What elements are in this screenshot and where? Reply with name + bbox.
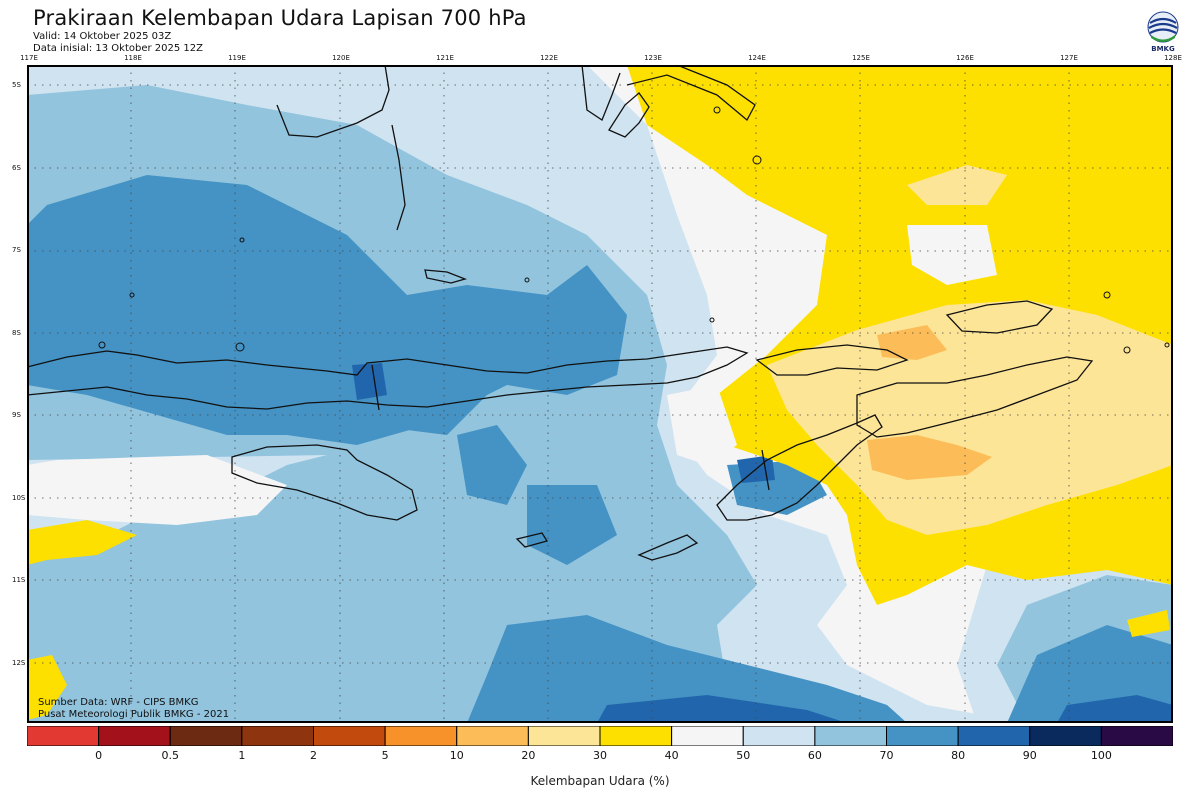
humidity-zone-80-90 [597,695,847,723]
humidity-zone-70-80-d [527,485,617,565]
colorbar-label: 90 [1022,749,1037,762]
coast-border-1 [371,364,380,411]
humidity-zone-30-40-sw [27,655,67,720]
colorbar-swatch [456,726,529,746]
latitude-tick: 8S [12,328,21,337]
coast-selayar [424,269,468,284]
longitude-tick: 118E [124,54,142,62]
publisher-credit: Pusat Meteorologi Publik BMKG - 2021 [38,709,230,720]
logo-label: BMKG [1151,45,1175,53]
humidity-zone-80-90-se [1057,695,1173,723]
humidity-zone-80-90-b [352,363,387,400]
colorbar-swatch [742,726,816,746]
colorbar-label: 0 [95,749,103,762]
colorbar-swatch [27,726,100,746]
humidity-zone-30-40-se [1127,610,1170,637]
longitude-tick: 124E [748,54,766,62]
coast-alor-wetar [856,356,1094,438]
humidity-zone-10-20-b [867,435,992,480]
coast-sulawesi-sw [276,65,390,138]
coast-babar [945,300,1054,334]
map-title: Prakiraan Kelembapan Udara Lapisan 700 h… [33,6,527,30]
longitude-tick: 121E [436,54,454,62]
colorbar-swatch [671,726,744,746]
humidity-zone-70-80-south [467,615,907,723]
init-time: Data inisial: 13 Oktober 2025 12Z [33,43,203,54]
colorbar-swatch [169,726,243,746]
colorbar-swatch [313,726,386,746]
latitude-tick: 11S [12,576,26,584]
bmkg-logo-icon [1147,11,1179,43]
humidity-zone-70-80 [27,175,627,445]
longitude-tick: 126E [956,54,974,62]
colorbar-swatch [957,726,1031,746]
colorbar-label: 30 [593,749,607,762]
longitude-tick: 117E [20,54,38,62]
latitude-tick: 5S [12,81,21,89]
coast-timor [716,414,883,521]
colorbar-label: 70 [879,749,894,762]
colorbar-swatch [886,726,959,746]
small-islands [98,106,1170,354]
coast-sulawesi-se [581,65,621,121]
colorbar-swatch [1100,726,1173,746]
colorbar-label: 0.5 [161,749,180,762]
colorbar-label: 100 [1090,749,1112,762]
longitude-tick: 128E [1164,54,1182,62]
colorbar-swatch [98,726,171,746]
longitude-tick: 119E [228,54,246,62]
colorbar-label: 50 [736,749,751,762]
humidity-zone-30-40-west [27,520,137,565]
coast-rote [637,534,699,561]
colorbar-label: 20 [521,749,536,762]
coast-sulawesi-south [391,124,406,231]
coastlines [27,65,1094,561]
coast-border-2 [761,449,770,491]
latitude-tick: 6S [12,163,21,172]
colorbar-swatch [241,726,314,746]
longitude-tick: 127E [1060,54,1078,62]
map-frame [27,65,1173,723]
longitude-tick: 122E [540,54,558,62]
graticule [27,65,1173,723]
coast-islands-north [626,65,756,122]
colorbar-label: 5 [381,749,389,762]
coast-flores [755,344,909,376]
coast-sumbawa [27,346,749,410]
colorbar-label: 60 [807,749,822,762]
humidity-zone-10-20 [877,325,947,360]
latitude-tick: 12S [12,658,26,667]
latitude-tick: 7S [12,246,21,254]
colorbar-swatch [599,726,673,746]
colorbar-title: Kelembapan Udara (%) [530,774,670,788]
latitude-tick: 10S [12,493,26,502]
colorbar-swatch [1029,726,1102,746]
dry-pocket-west [27,455,287,525]
colorbar-swatch [814,726,887,746]
humidity-zone-20-30-b [907,165,1007,205]
colorbar-label: 1 [238,749,246,762]
humidity-zone-70-80-c [457,425,527,505]
coast-buton [608,92,650,138]
colorbar-swatch [384,726,458,746]
colorbar-label: 40 [664,749,679,762]
longitude-tick: 120E [332,54,350,62]
colorbar-swatch [527,726,601,746]
latitude-tick: 9S [12,411,21,419]
dry-pocket-north [907,225,997,285]
coast-savu [515,532,549,548]
longitude-tick: 125E [852,54,870,62]
coast-sumba [231,444,418,521]
colorbar-label: 2 [310,749,317,762]
colorbar-label: 80 [951,749,966,762]
longitude-tick: 123E [644,54,662,62]
dry-pocket-flores [667,385,737,465]
colorbar-label: 10 [449,749,464,762]
data-source-credit: Sumber Data: WRF - CIPS BMKG [38,697,199,708]
valid-time: Valid: 14 Oktober 2025 03Z [33,31,172,42]
humidity-map [27,65,1173,723]
colorbar [27,726,1173,746]
